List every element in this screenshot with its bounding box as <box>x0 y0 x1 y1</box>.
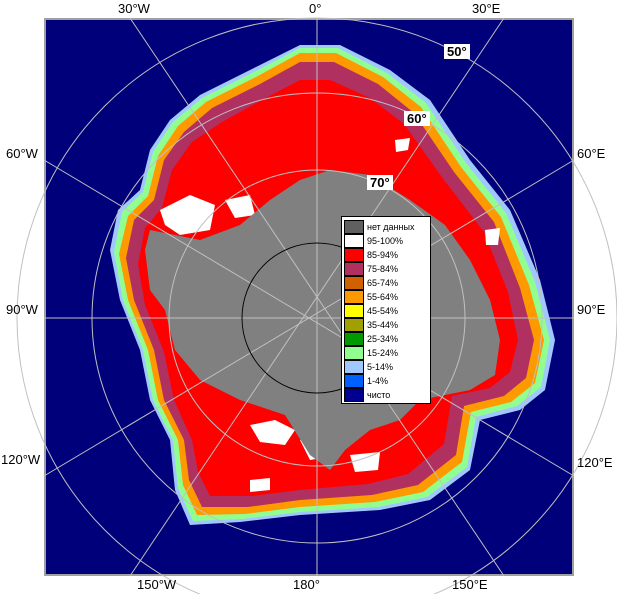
legend-label: чисто <box>367 389 391 400</box>
legend-label: 55-64% <box>367 291 399 302</box>
legend-label: 35-44% <box>367 319 399 330</box>
legend-swatch <box>344 219 364 234</box>
legend-label: 5-14% <box>367 361 394 372</box>
graticule <box>16 17 617 594</box>
lat-label-50: 50° <box>444 44 470 59</box>
legend-swatch <box>344 275 364 290</box>
legend-swatch <box>344 345 364 360</box>
lon-label-90w: 90°W <box>6 302 38 317</box>
legend-swatch <box>344 233 364 248</box>
lon-label-30e-top: 30°E <box>472 1 501 16</box>
legend-item: 95-100% <box>344 233 428 248</box>
lon-label-30w-top: 30°W <box>118 1 150 16</box>
legend-label: 65-74% <box>367 277 399 288</box>
legend-label: 25-34% <box>367 333 399 344</box>
legend-item: 55-64% <box>344 289 428 304</box>
legend-swatch <box>344 247 364 262</box>
legend-item: нет данных <box>344 219 428 234</box>
legend-swatch <box>344 373 364 388</box>
legend-swatch <box>344 359 364 374</box>
legend-item: 1-4% <box>344 373 428 388</box>
legend-label: 95-100% <box>367 235 404 246</box>
legend-item: 5-14% <box>344 359 428 374</box>
legend-item: 25-34% <box>344 331 428 346</box>
lon-label-0-top: 0° <box>309 1 322 16</box>
legend-label: 85-94% <box>367 249 399 260</box>
legend-swatch <box>344 387 364 402</box>
lon-label-60w: 60°W <box>6 146 38 161</box>
legend-item: 15-24% <box>344 345 428 360</box>
legend-item: чисто <box>344 387 428 402</box>
lon-label-90e: 90°E <box>577 302 606 317</box>
legend-swatch <box>344 261 364 276</box>
lon-label-120w: 120°W <box>1 452 41 467</box>
lat-label-60: 60° <box>404 111 430 126</box>
legend-item: 65-74% <box>344 275 428 290</box>
legend-item: 35-44% <box>344 317 428 332</box>
lon-label-180: 180° <box>293 577 320 592</box>
lat-label-70: 70° <box>367 175 393 190</box>
legend-swatch <box>344 303 364 318</box>
lon-label-150w: 150°W <box>137 577 177 592</box>
lon-label-60e: 60°E <box>577 146 606 161</box>
legend-swatch <box>344 289 364 304</box>
legend-label: нет данных <box>367 221 415 232</box>
concentration-legend: нет данных 95-100% 85-94% 75-84% 65-74% 55-64… <box>341 216 431 404</box>
legend-item: 85-94% <box>344 247 428 262</box>
lon-label-120e: 120°E <box>577 455 613 470</box>
lon-label-150e: 150°E <box>452 577 488 592</box>
legend-item: 75-84% <box>344 261 428 276</box>
legend-label: 45-54% <box>367 305 399 316</box>
legend-swatch <box>344 317 364 332</box>
legend-label: 75-84% <box>367 263 399 274</box>
legend-label: 15-24% <box>367 347 399 358</box>
legend-item: 45-54% <box>344 303 428 318</box>
legend-swatch <box>344 331 364 346</box>
legend-label: 1-4% <box>367 375 389 386</box>
